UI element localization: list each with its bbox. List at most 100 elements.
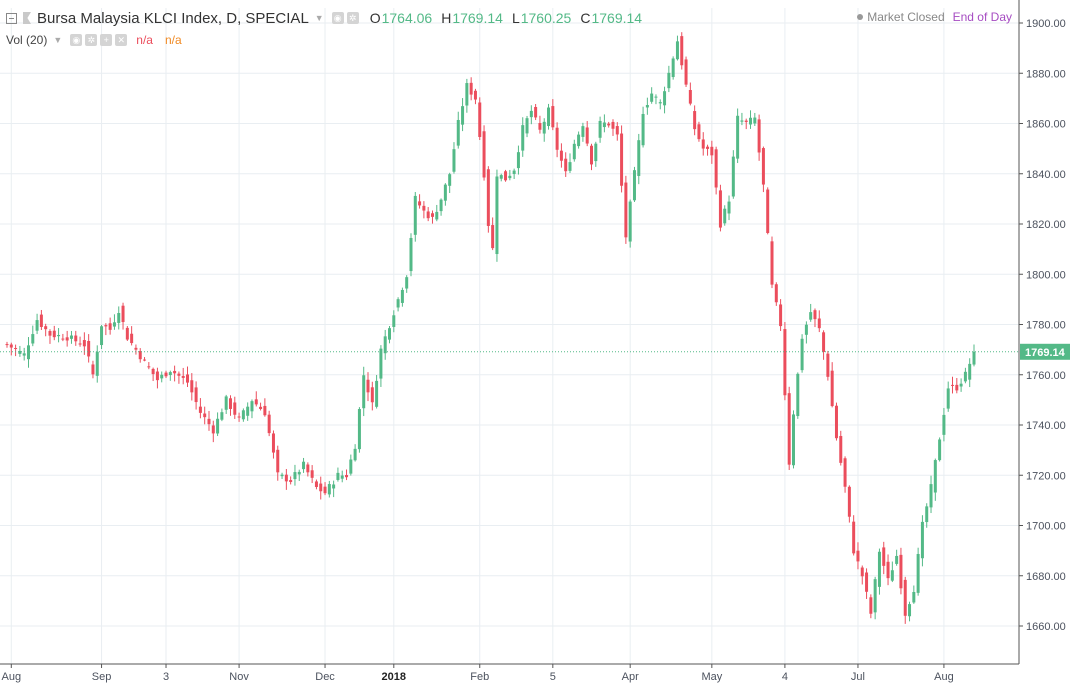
collapse-icon[interactable] — [6, 12, 17, 24]
candle-body — [697, 124, 701, 140]
candle-body — [336, 472, 340, 480]
x-tick-label: Sep — [92, 671, 112, 683]
last-price-label: 1769.14 — [1025, 347, 1066, 359]
eye-icon[interactable]: ◉ — [331, 12, 344, 24]
candle-body — [95, 351, 99, 376]
candle-body — [809, 312, 813, 320]
candle-body — [22, 353, 26, 356]
volume-label[interactable]: Vol (20) — [6, 33, 48, 47]
candle-body — [834, 405, 838, 439]
y-tick-label: 1740.00 — [1026, 420, 1066, 432]
candle-body — [478, 102, 482, 137]
settings-icon[interactable]: ✲ — [85, 34, 98, 46]
x-tick-label: Jul — [851, 671, 865, 683]
candle-body — [903, 579, 907, 616]
candle-body — [899, 554, 903, 589]
candle-body — [173, 370, 177, 374]
candle-body — [297, 471, 301, 475]
candle-body — [164, 372, 168, 377]
candle-body — [693, 111, 697, 130]
candle-body — [439, 199, 443, 212]
chevron-down-icon[interactable]: ▼ — [314, 13, 324, 23]
candle-body — [929, 484, 933, 508]
candle-body — [860, 567, 864, 577]
eye-icon[interactable]: ◉ — [70, 34, 83, 46]
candle-body — [91, 364, 95, 375]
candle-body — [865, 572, 869, 592]
candle-body — [972, 351, 976, 365]
candle-body — [766, 189, 770, 233]
candle-body — [637, 140, 641, 176]
candle-body — [134, 347, 138, 350]
candle-body — [241, 410, 245, 420]
y-tick-label: 1820.00 — [1026, 219, 1066, 231]
candle-body — [559, 150, 563, 161]
candle-body — [143, 359, 147, 361]
candle-body — [830, 370, 834, 407]
candle-body — [564, 158, 568, 172]
candle-body — [233, 402, 237, 415]
candle-body — [572, 143, 576, 160]
volume-value: n/a — [136, 33, 153, 47]
candle-body — [207, 418, 211, 425]
candle-body — [26, 345, 30, 360]
candle-body — [955, 384, 959, 391]
candle-body — [723, 208, 727, 224]
candle-body — [817, 318, 821, 329]
candle-body — [787, 393, 791, 465]
candle-body — [65, 337, 69, 341]
close-icon[interactable]: ✕ — [115, 34, 128, 46]
candle-body — [847, 486, 851, 517]
candle-body — [482, 131, 486, 178]
y-tick-label: 1700.00 — [1026, 521, 1066, 533]
candle-body — [521, 125, 525, 151]
candle-body — [323, 486, 327, 494]
candle-body — [409, 237, 413, 272]
candle-body — [916, 553, 920, 593]
candle-body — [611, 121, 615, 129]
candle-body — [731, 156, 735, 197]
chart-legend: Bursa Malaysia KLCI Index, D, SPECIAL ▼ … — [6, 8, 651, 28]
candle-body — [877, 551, 881, 587]
candle-body — [628, 201, 632, 242]
candle-body — [422, 205, 426, 211]
candle-body — [843, 458, 847, 487]
candle-body — [594, 143, 598, 162]
candle-body — [14, 348, 18, 350]
candle-body — [761, 148, 765, 185]
candle-body — [551, 106, 555, 128]
candle-body — [461, 106, 465, 125]
low-key: L — [511, 10, 520, 26]
symbol-title[interactable]: Bursa Malaysia KLCI Index, D, SPECIAL — [37, 9, 309, 27]
flag-icon[interactable] — [23, 12, 31, 24]
candles-group — [5, 32, 976, 624]
candle-body — [895, 555, 899, 564]
candle-body — [186, 374, 190, 383]
candle-body — [289, 480, 293, 482]
candle-body — [598, 120, 602, 138]
candle-body — [882, 547, 886, 566]
candle-body — [516, 152, 520, 169]
candle-body — [602, 122, 606, 128]
end-of-day-label[interactable]: End of Day — [952, 10, 1012, 24]
candle-body — [641, 113, 645, 146]
volume-legend: Vol (20) ▼ ◉ ✲ + ✕ n/a n/a — [6, 31, 182, 49]
ohlc-values: O 1764.06 H 1769.14 L 1760.25 C 1769.14 — [370, 10, 651, 26]
candle-body — [534, 106, 538, 118]
candle-body — [632, 170, 636, 201]
candle-body — [456, 119, 460, 146]
y-tick-label: 1800.00 — [1026, 269, 1066, 281]
plus-icon[interactable]: + — [100, 34, 113, 46]
candle-body — [804, 324, 808, 335]
candle-body — [203, 413, 207, 418]
status-dot-icon — [857, 14, 864, 20]
candle-body — [362, 375, 366, 409]
candle-body — [130, 333, 134, 344]
candle-body — [822, 332, 826, 352]
chevron-down-icon[interactable]: ▼ — [53, 35, 63, 45]
settings-icon[interactable]: ✲ — [346, 12, 359, 24]
candle-body — [345, 475, 349, 478]
candle-body — [671, 58, 675, 78]
candle-body — [237, 416, 241, 418]
